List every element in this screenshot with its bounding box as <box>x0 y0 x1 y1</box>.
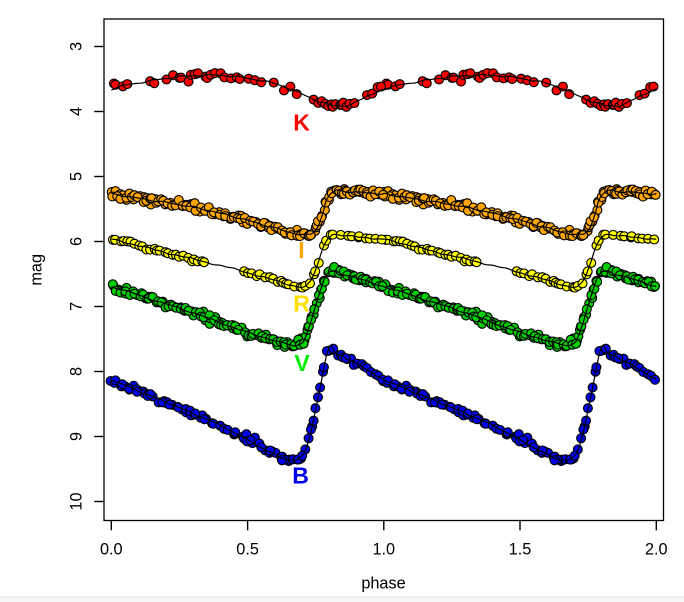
svg-text:phase: phase <box>361 575 405 593</box>
svg-text:R: R <box>293 291 310 317</box>
svg-text:1.0: 1.0 <box>372 541 395 559</box>
svg-text:I: I <box>298 237 304 263</box>
svg-text:mag: mag <box>28 254 46 286</box>
svg-text:B: B <box>292 463 309 489</box>
svg-text:2.0: 2.0 <box>645 541 668 559</box>
svg-text:7: 7 <box>67 302 85 311</box>
svg-text:1.5: 1.5 <box>509 541 532 559</box>
svg-text:6: 6 <box>67 237 85 246</box>
svg-text:5: 5 <box>67 172 85 181</box>
svg-text:4: 4 <box>67 107 85 116</box>
svg-text:V: V <box>294 350 310 376</box>
svg-text:8: 8 <box>67 367 85 376</box>
svg-text:3: 3 <box>67 42 85 51</box>
svg-text:0.0: 0.0 <box>100 541 123 559</box>
svg-text:9: 9 <box>67 432 85 441</box>
svg-text:K: K <box>293 110 310 136</box>
svg-text:10: 10 <box>67 492 85 510</box>
svg-text:0.5: 0.5 <box>236 541 259 559</box>
